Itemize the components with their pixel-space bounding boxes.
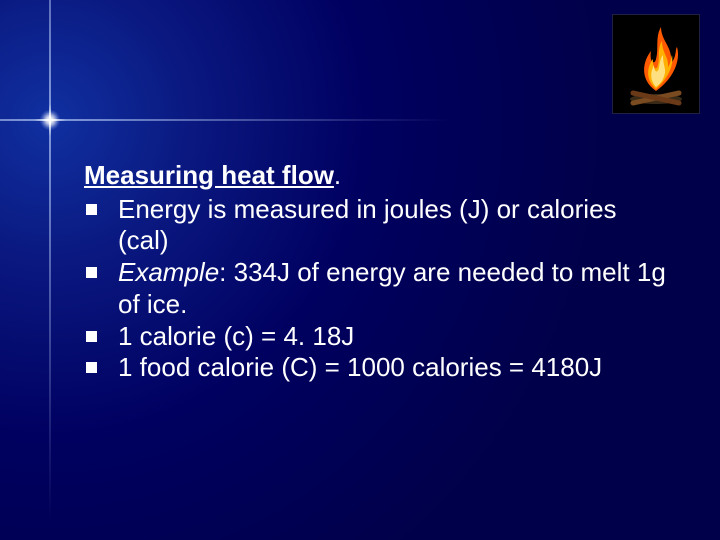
content-area: Measuring heat flow. Energy is measured … (84, 160, 670, 384)
heading-period: . (334, 160, 341, 190)
bullet-text: Energy is measured in joules (J) or calo… (118, 194, 617, 256)
bullet-italic-lead: Example (118, 257, 219, 287)
campfire-icon (612, 14, 700, 114)
list-item: 1 food calorie (C) = 1000 calories = 418… (84, 352, 670, 384)
list-item: Example: 334J of energy are needed to me… (84, 257, 670, 320)
slide: Measuring heat flow. Energy is measured … (0, 0, 720, 540)
bullet-text: 1 calorie (c) = 4. 18J (118, 321, 354, 351)
list-item: Energy is measured in joules (J) or calo… (84, 194, 670, 257)
bullet-text: 1 food calorie (C) = 1000 calories = 418… (118, 352, 602, 382)
list-item: 1 calorie (c) = 4. 18J (84, 321, 670, 353)
slide-heading: Measuring heat flow (84, 160, 334, 190)
bullet-list: Energy is measured in joules (J) or calo… (84, 194, 670, 384)
lens-flare-decoration (50, 120, 51, 121)
